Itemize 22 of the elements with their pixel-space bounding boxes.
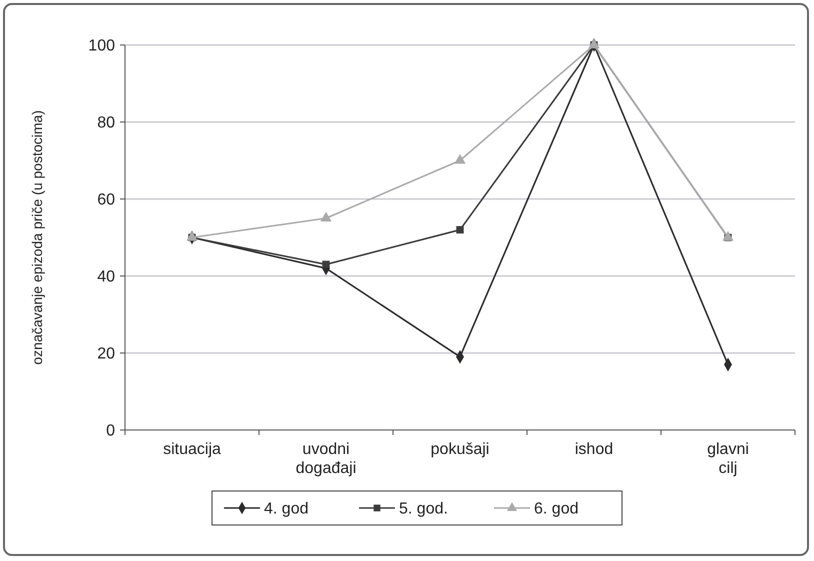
point (186, 230, 198, 241)
y-tick-label: 40 (97, 268, 116, 286)
x-tick-label: uvodni događaji (296, 441, 356, 477)
x-tick-label: glavni cilj (707, 441, 749, 477)
legend-label: 6. god (534, 500, 578, 518)
point (454, 154, 466, 164)
y-tick-label: 0 (106, 422, 116, 440)
point (322, 260, 330, 268)
x-tick-label: situacija (163, 441, 221, 458)
point (722, 230, 734, 241)
x-tick-label: ishod (574, 441, 614, 458)
y-tick-label: 60 (97, 192, 116, 209)
point (588, 38, 600, 48)
y-tick-label: 20 (97, 346, 116, 363)
point (456, 226, 464, 234)
legend-label: 5. god. (399, 500, 448, 518)
y-tick-label: 80 (97, 114, 116, 132)
legend-label: 4. god (264, 500, 308, 518)
y-axis-title: označavanje epizoda priče (u postocima) (29, 110, 45, 365)
y-tick-label: 100 (88, 38, 116, 55)
x-tick-label: pokušaji (430, 441, 490, 458)
point (320, 212, 332, 222)
